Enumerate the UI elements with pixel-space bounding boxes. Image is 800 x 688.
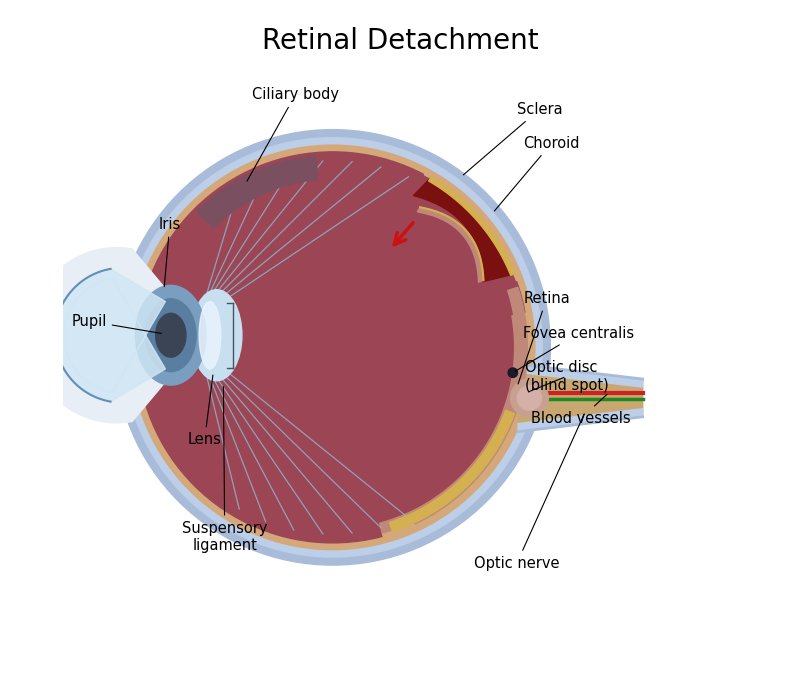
Text: Fovea centralis: Fovea centralis — [515, 325, 634, 372]
Circle shape — [130, 145, 535, 550]
Polygon shape — [418, 207, 483, 282]
Circle shape — [510, 379, 548, 417]
Polygon shape — [380, 314, 525, 533]
Ellipse shape — [146, 299, 196, 372]
Ellipse shape — [135, 286, 206, 385]
Polygon shape — [518, 364, 642, 387]
Text: Retina: Retina — [518, 290, 570, 384]
Polygon shape — [382, 312, 534, 541]
Polygon shape — [518, 364, 642, 431]
Polygon shape — [414, 178, 514, 281]
Text: Cornea: Cornea — [0, 687, 1, 688]
Text: Ciliary body: Ciliary body — [247, 87, 339, 181]
Ellipse shape — [191, 290, 242, 380]
Text: Optic disc
(blind spot): Optic disc (blind spot) — [525, 360, 609, 393]
Circle shape — [508, 368, 518, 378]
Circle shape — [518, 386, 542, 410]
Text: Choroid: Choroid — [494, 136, 580, 211]
Polygon shape — [30, 248, 205, 423]
Text: Retinal Detachment: Retinal Detachment — [262, 27, 538, 55]
Circle shape — [123, 138, 542, 557]
Polygon shape — [429, 177, 515, 275]
Polygon shape — [390, 410, 514, 531]
Polygon shape — [55, 269, 166, 402]
Circle shape — [137, 152, 528, 543]
Text: Pupil: Pupil — [71, 314, 162, 334]
Polygon shape — [424, 170, 522, 281]
Circle shape — [115, 129, 550, 565]
Text: Lens: Lens — [188, 375, 222, 447]
Text: Blood vessels: Blood vessels — [531, 394, 631, 426]
Text: Iris: Iris — [158, 217, 181, 287]
Text: Optic nerve: Optic nerve — [474, 414, 584, 570]
Polygon shape — [197, 156, 318, 228]
Ellipse shape — [156, 313, 186, 357]
Ellipse shape — [199, 301, 221, 369]
Text: Sclera: Sclera — [463, 102, 562, 175]
Polygon shape — [410, 287, 527, 524]
Polygon shape — [518, 409, 642, 431]
Text: Suspensory
ligament: Suspensory ligament — [182, 387, 267, 553]
